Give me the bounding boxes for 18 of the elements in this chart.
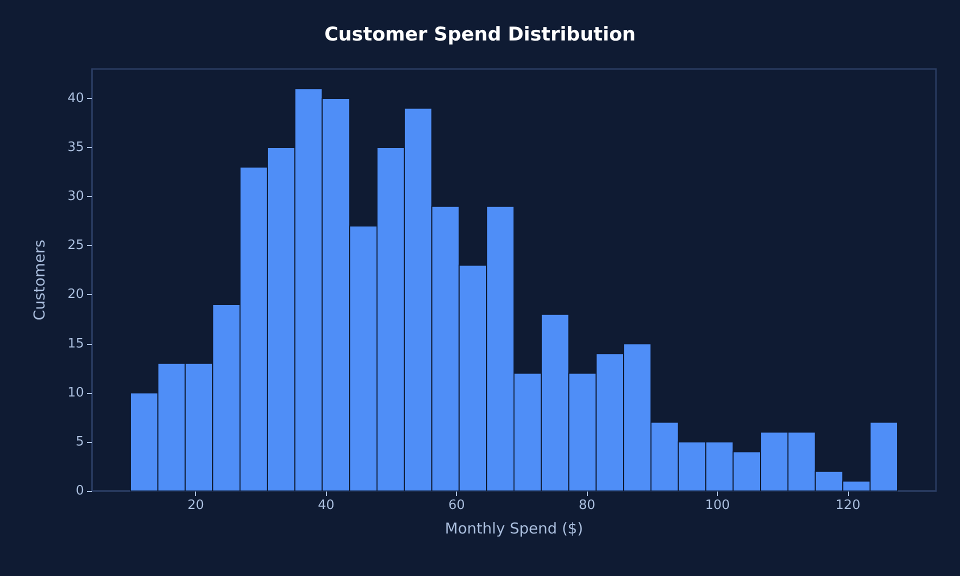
y-tick-label: 10 — [67, 385, 84, 400]
x-tick-label: 20 — [187, 498, 204, 513]
y-axis-title: Customers — [30, 239, 48, 320]
x-tick-label: 120 — [836, 498, 860, 513]
y-tick-label: 5 — [76, 434, 84, 450]
x-tick-label: 40 — [318, 498, 334, 513]
x-tick-label: 100 — [705, 498, 730, 513]
x-axis-title: Monthly Spend ($) — [444, 520, 584, 538]
y-tick-label: 35 — [67, 140, 84, 156]
y-tick-label: 0 — [76, 484, 84, 498]
y-tick-label: 40 — [67, 90, 84, 106]
x-tick-label: 80 — [578, 498, 596, 513]
y-tick-label: 30 — [67, 189, 84, 204]
y-tick-label: 25 — [67, 238, 84, 254]
y-tick-label: 20 — [67, 287, 84, 302]
y-tick-label: 15 — [67, 336, 84, 352]
x-tick-label: 60 — [448, 498, 465, 513]
chart-title: Customer Spend Distribution — [324, 24, 636, 46]
